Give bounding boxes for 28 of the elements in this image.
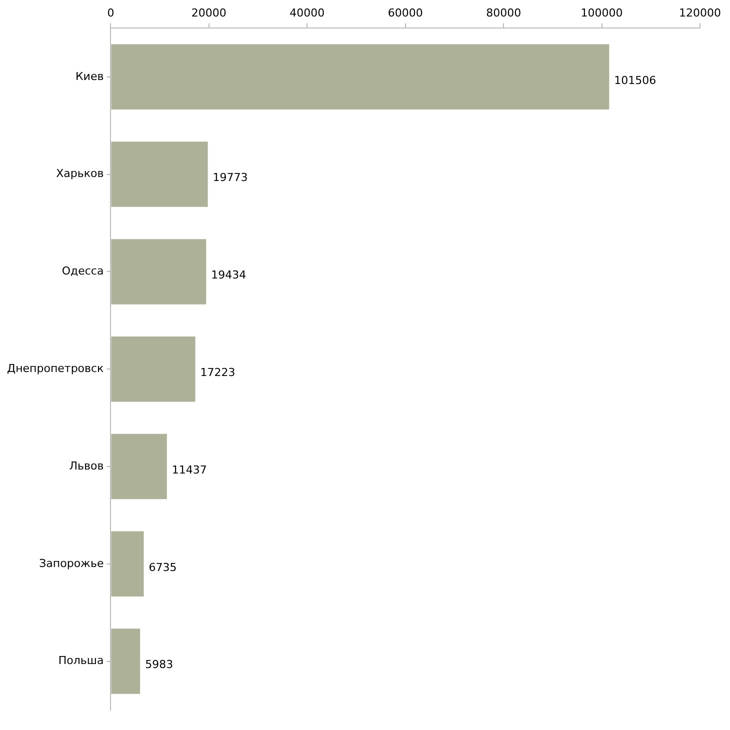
data-label: 19773 <box>212 171 248 184</box>
data-label: 5983 <box>145 658 174 672</box>
bar <box>111 434 167 500</box>
data-label: 11437 <box>172 463 207 476</box>
y-tick-label: Львов <box>69 459 104 472</box>
x-tick-label: 100000 <box>580 6 623 20</box>
x-tick-label: 20000 <box>191 6 226 20</box>
data-label: 6735 <box>148 560 177 574</box>
bar <box>111 239 206 304</box>
bar <box>111 628 140 694</box>
y-tick-label: Днепропетровск <box>6 362 104 375</box>
data-label: 19434 <box>211 268 246 282</box>
y-tick-label: Запорожье <box>39 556 104 570</box>
x-tick-label: 0 <box>107 6 114 20</box>
data-label: 17223 <box>200 366 236 379</box>
bar <box>111 44 610 110</box>
x-tick-label: 80000 <box>486 6 522 20</box>
bar <box>111 336 196 402</box>
data-label: 101506 <box>614 74 656 87</box>
bar <box>111 531 144 597</box>
y-tick-label: Польша <box>58 654 104 668</box>
x-tick-label: 120000 <box>679 6 721 20</box>
y-tick-label: Одесса <box>62 264 104 278</box>
y-tick-label: Харьков <box>56 167 104 180</box>
y-tick-label: Киев <box>75 70 104 83</box>
x-tick-label: 40000 <box>290 6 325 20</box>
x-tick-label: 60000 <box>388 6 423 20</box>
bar <box>111 142 208 207</box>
